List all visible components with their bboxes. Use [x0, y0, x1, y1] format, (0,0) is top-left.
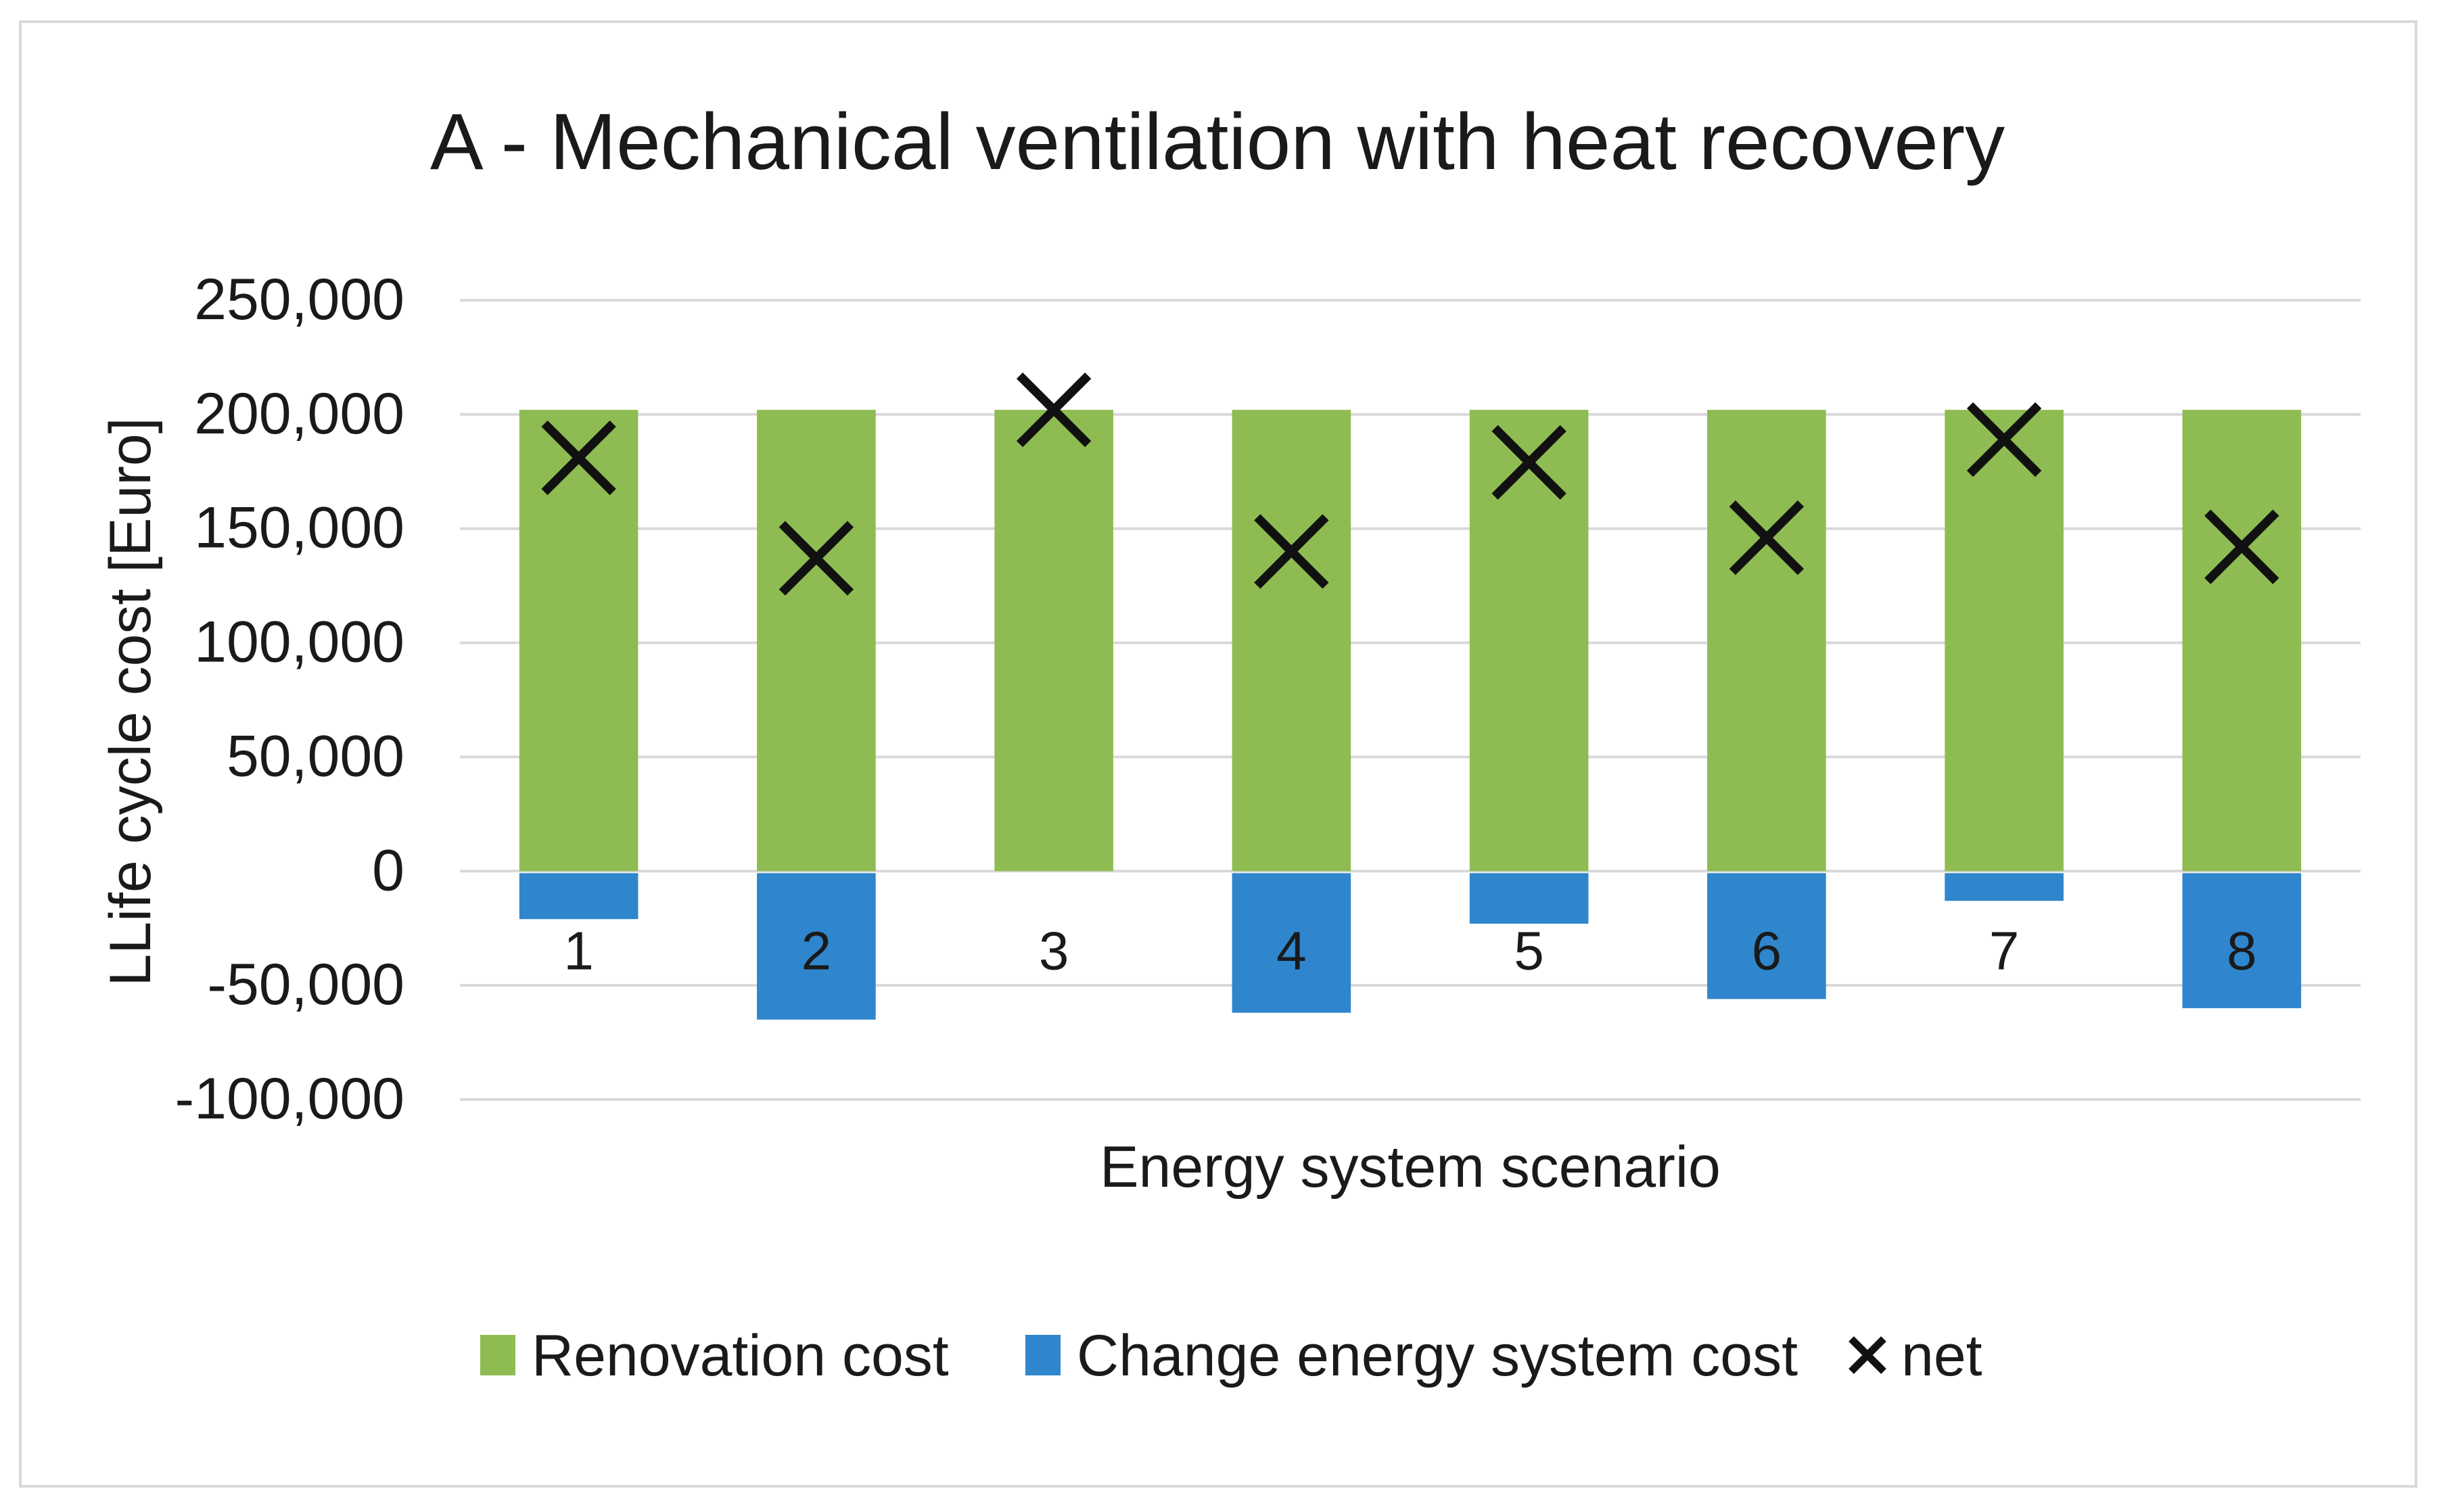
x-tick-label: 4	[1276, 920, 1307, 981]
legend: Renovation cost Change energy system cost…	[480, 1323, 1982, 1388]
renovation-cost-bar	[1232, 410, 1351, 872]
net-markers	[541, 372, 2279, 596]
change-energy-system-cost-bar	[1945, 873, 2064, 901]
change-energy-system-cost-bar	[2182, 873, 2302, 1008]
x-tick-label: 1	[563, 920, 594, 981]
renovation-cost-bar	[757, 410, 876, 872]
y-tick-label: 200,000	[194, 381, 404, 446]
renovation-cost-bar	[1469, 410, 1589, 872]
renovation-cost-bar	[1945, 410, 2064, 872]
y-tick-label: 0	[372, 838, 404, 903]
x-tick-label: 6	[1752, 920, 1782, 981]
y-axis-label: LLife cycle cost [Euro]	[98, 417, 163, 986]
net-marker	[1966, 402, 2042, 477]
x-tick-label: 2	[802, 920, 832, 981]
x-axis-ticks: 1 2 3 4 5 6 7 8	[563, 920, 2256, 981]
legend-swatch	[480, 1335, 515, 1375]
net-marker	[1016, 372, 1092, 448]
legend-item: Change energy system cost	[1025, 1323, 1798, 1388]
y-tick-label: 150,000	[194, 496, 404, 561]
y-tick-label: -100,000	[175, 1066, 404, 1131]
net-marker	[1729, 500, 1805, 575]
renovation-cost-bar	[1707, 410, 1826, 872]
y-tick-label: 100,000	[194, 610, 404, 675]
bars	[519, 410, 2302, 1020]
legend-label: net	[1901, 1323, 1982, 1388]
x-tick-label: 7	[1989, 920, 2020, 981]
x-tick-label: 8	[2227, 920, 2257, 981]
net-marker	[2204, 509, 2279, 584]
y-tick-label: 50,000	[227, 724, 404, 788]
change-energy-system-cost-bar	[1469, 873, 1589, 924]
net-marker	[1491, 425, 1566, 500]
net-marker	[779, 521, 854, 596]
renovation-cost-bar	[994, 410, 1113, 872]
x-tick-label: 3	[1039, 920, 1069, 981]
legend-label: Renovation cost	[532, 1323, 949, 1388]
x-axis-label: Energy system scenario	[1100, 1135, 1721, 1200]
renovation-cost-bar	[519, 410, 638, 872]
renovation-cost-bar	[2182, 410, 2302, 872]
x-tick-label: 5	[1514, 920, 1544, 981]
change-energy-system-cost-bar	[1232, 873, 1351, 1013]
chart-title: A - Mechanical ventilation with heat rec…	[430, 97, 2005, 187]
legend-item: Renovation cost	[480, 1323, 949, 1388]
change-energy-system-cost-bar	[519, 873, 638, 920]
net-marker	[541, 420, 616, 496]
legend-item: net	[1849, 1323, 1982, 1388]
gridlines	[460, 299, 2361, 1101]
change-energy-system-cost-bar	[1707, 873, 1826, 999]
y-axis-ticks: 250,000 200,000 150,000 100,000 50,000 0 -50,0…	[175, 267, 404, 1131]
legend-swatch	[1849, 1336, 1886, 1374]
y-tick-label: -50,000	[207, 952, 404, 1017]
net-marker	[1254, 514, 1329, 589]
legend-label: Change energy system cost	[1077, 1323, 1798, 1388]
legend-swatch	[1025, 1335, 1061, 1375]
change-energy-system-cost-bar	[757, 873, 876, 1020]
y-tick-label: 250,000	[194, 267, 404, 332]
